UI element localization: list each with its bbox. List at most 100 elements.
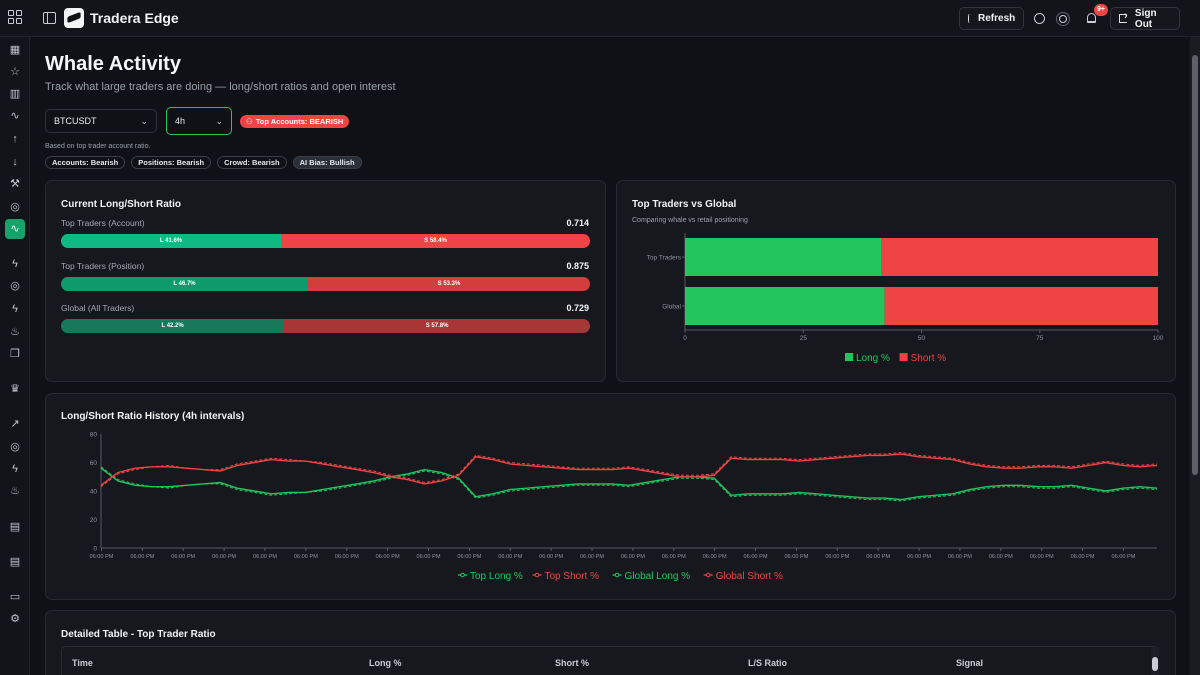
scroll-thumb[interactable] <box>1192 55 1198 475</box>
series-line-global-short <box>100 451 1158 488</box>
legend-entry: Short % <box>911 353 947 364</box>
column-header-short[interactable]: Short % <box>555 658 590 668</box>
bias-badge: ⚇ Top Accounts: BEARISH <box>240 115 350 128</box>
long-segment: L 41.6% <box>61 234 282 248</box>
x-tick-label: 06:00 PM <box>171 554 195 560</box>
series-line-top-long <box>100 467 1158 501</box>
x-tick-label: 06:00 PM <box>866 554 890 560</box>
page-subtitle: Track what large traders are doing — lon… <box>45 81 396 93</box>
page-scrollbar[interactable] <box>1190 37 1200 675</box>
target-icon[interactable]: ◎ <box>10 201 20 213</box>
bell-icon[interactable] <box>1087 13 1096 23</box>
interval-select[interactable]: 4h ⌄ <box>166 107 232 135</box>
x-tick-label: 06:00 PM <box>376 554 400 560</box>
legend-marker-dot <box>460 572 465 578</box>
activity-icon[interactable]: ∿ <box>10 110 20 122</box>
sidebar-toggle-icon[interactable] <box>43 12 56 24</box>
logo <box>64 8 84 28</box>
x-tick-label: 06:00 PM <box>1111 554 1135 560</box>
dashboard-icon[interactable]: ▦ <box>9 44 21 56</box>
x-tick-label: 06:00 PM <box>621 554 645 560</box>
x-tick-label: 50 <box>918 335 926 342</box>
x-tick-label: 06:00 PM <box>253 554 277 560</box>
category-tick-label: Top Traders <box>647 255 682 262</box>
x-tick-label: 06:00 PM <box>457 554 481 560</box>
copy-icon[interactable]: ❐ <box>10 348 20 360</box>
page-title: Whale Activity <box>45 53 181 75</box>
sign-out-button[interactable]: Sign Out <box>1110 7 1180 30</box>
x-tick-label: 75 <box>1036 335 1044 342</box>
ratio-value: 0.714 <box>566 218 589 228</box>
sign-out-label: Sign Out <box>1134 7 1157 30</box>
refresh-button[interactable]: Refresh <box>959 7 1024 30</box>
bar-short-segment <box>881 238 1158 276</box>
star-icon[interactable]: ☆ <box>10 66 20 78</box>
pair-value: BTCUSDT <box>54 116 97 126</box>
legend-swatch <box>899 353 908 361</box>
apps-grid-icon[interactable] <box>8 10 22 24</box>
history-card: Long/Short Ratio History (4h intervals) … <box>45 393 1176 600</box>
x-tick-label: 06:00 PM <box>417 554 441 560</box>
whale-activity-icon[interactable]: ∿ <box>5 219 25 239</box>
y-tick-label: 80 <box>90 432 98 439</box>
y-tick-label: 0 <box>93 546 97 553</box>
short-segment: S 53.3% <box>308 277 590 291</box>
table-scrollbar[interactable] <box>1151 647 1159 675</box>
bar-long-segment <box>685 238 882 276</box>
theme-toggle-icon[interactable] <box>1059 15 1067 23</box>
arrow-up-icon[interactable]: ↑ <box>12 133 18 145</box>
legend-entry: Top Long % <box>470 571 523 582</box>
column-header-long[interactable]: Long % <box>369 658 402 668</box>
bar-short-segment <box>884 287 1158 325</box>
x-tick-label: 06:00 PM <box>580 554 604 560</box>
interval-value: 4h <box>175 116 186 126</box>
y-tick-label: 40 <box>90 489 98 496</box>
legend-entry: Top Short % <box>545 571 600 582</box>
y-tick-label: 20 <box>90 517 98 524</box>
refresh-icon <box>968 14 970 23</box>
trophy-icon[interactable]: ♛ <box>10 383 20 395</box>
card-title: Long/Short Ratio History (4h intervals) <box>61 411 245 422</box>
long-segment: L 46.7% <box>61 277 309 291</box>
x-tick-label: 06:00 PM <box>662 554 686 560</box>
top-vs-global-chart: Top Traders Global 0 25 50 75 100 Long % Short % <box>647 233 1164 364</box>
zap-icon[interactable]: ϟ <box>12 258 18 270</box>
card-title: Current Long/Short Ratio <box>61 199 181 210</box>
chevron-down-icon: ⌄ <box>215 115 223 126</box>
lightning-icon[interactable]: ϟ <box>12 463 18 475</box>
ratio-bar: L 46.7% S 53.3% <box>61 277 590 291</box>
column-header-ratio[interactable]: L/S Ratio <box>748 658 788 668</box>
help-icon[interactable] <box>1034 13 1045 24</box>
bias-chips: Accounts: Bearish Positions: Bearish Cro… <box>45 156 362 169</box>
globe-icon[interactable]: ◎ <box>10 441 20 453</box>
x-tick-label: 06:00 PM <box>948 554 972 560</box>
current-ratio-card: Current Long/Short Ratio Top Traders (Ac… <box>45 180 606 382</box>
pair-select[interactable]: BTCUSDT ⌄ <box>45 109 157 133</box>
x-tick-label: 06:00 PM <box>703 554 727 560</box>
left-nav-rail: ▦ ☆ ▥ ∿ ↑ ↓ ⚒ ◎ ∿ ϟ ◎ ϟ ♨ ❐ ♛ ↗ ◎ ϟ ♨ ▤ … <box>0 37 30 675</box>
arrow-down-icon[interactable]: ↓ <box>12 156 18 168</box>
crosshair-icon[interactable]: ◎ <box>10 280 20 292</box>
fire-icon[interactable]: ♨ <box>10 485 20 497</box>
chip-positions: Positions: Bearish <box>131 156 212 169</box>
detail-table-card: Detailed Table - Top Trader Ratio Time L… <box>45 610 1176 675</box>
bolt-icon[interactable]: ϟ <box>12 303 18 315</box>
column-header-signal[interactable]: Signal <box>956 658 984 668</box>
history-chart: 80 60 40 20 0 06:00 PM 06:00 PM 06:00 PM 06:00 P… <box>90 432 1158 582</box>
flame-icon[interactable]: ♨ <box>10 326 20 338</box>
news-icon[interactable]: ▤ <box>9 556 21 568</box>
x-tick-label: 06:00 PM <box>90 554 114 560</box>
ratio-label: Top Traders (Account) <box>61 218 145 228</box>
bar-chart-icon[interactable]: ▥ <box>9 88 21 100</box>
column-header-time[interactable]: Time <box>72 658 93 668</box>
calendar-icon[interactable]: ▤ <box>9 521 21 533</box>
legend-swatch <box>845 353 853 361</box>
settings-icon[interactable]: ⚙ <box>10 613 20 625</box>
table-scroll-thumb[interactable] <box>1152 657 1158 671</box>
trending-up-icon[interactable]: ↗ <box>10 418 20 430</box>
refresh-label: Refresh <box>978 13 1016 24</box>
wrench-icon[interactable]: ⚒ <box>10 178 20 190</box>
card-icon[interactable]: ▭ <box>9 591 21 603</box>
chevron-down-icon: ⌄ <box>140 115 148 126</box>
x-tick-label: 06:00 PM <box>539 554 563 560</box>
